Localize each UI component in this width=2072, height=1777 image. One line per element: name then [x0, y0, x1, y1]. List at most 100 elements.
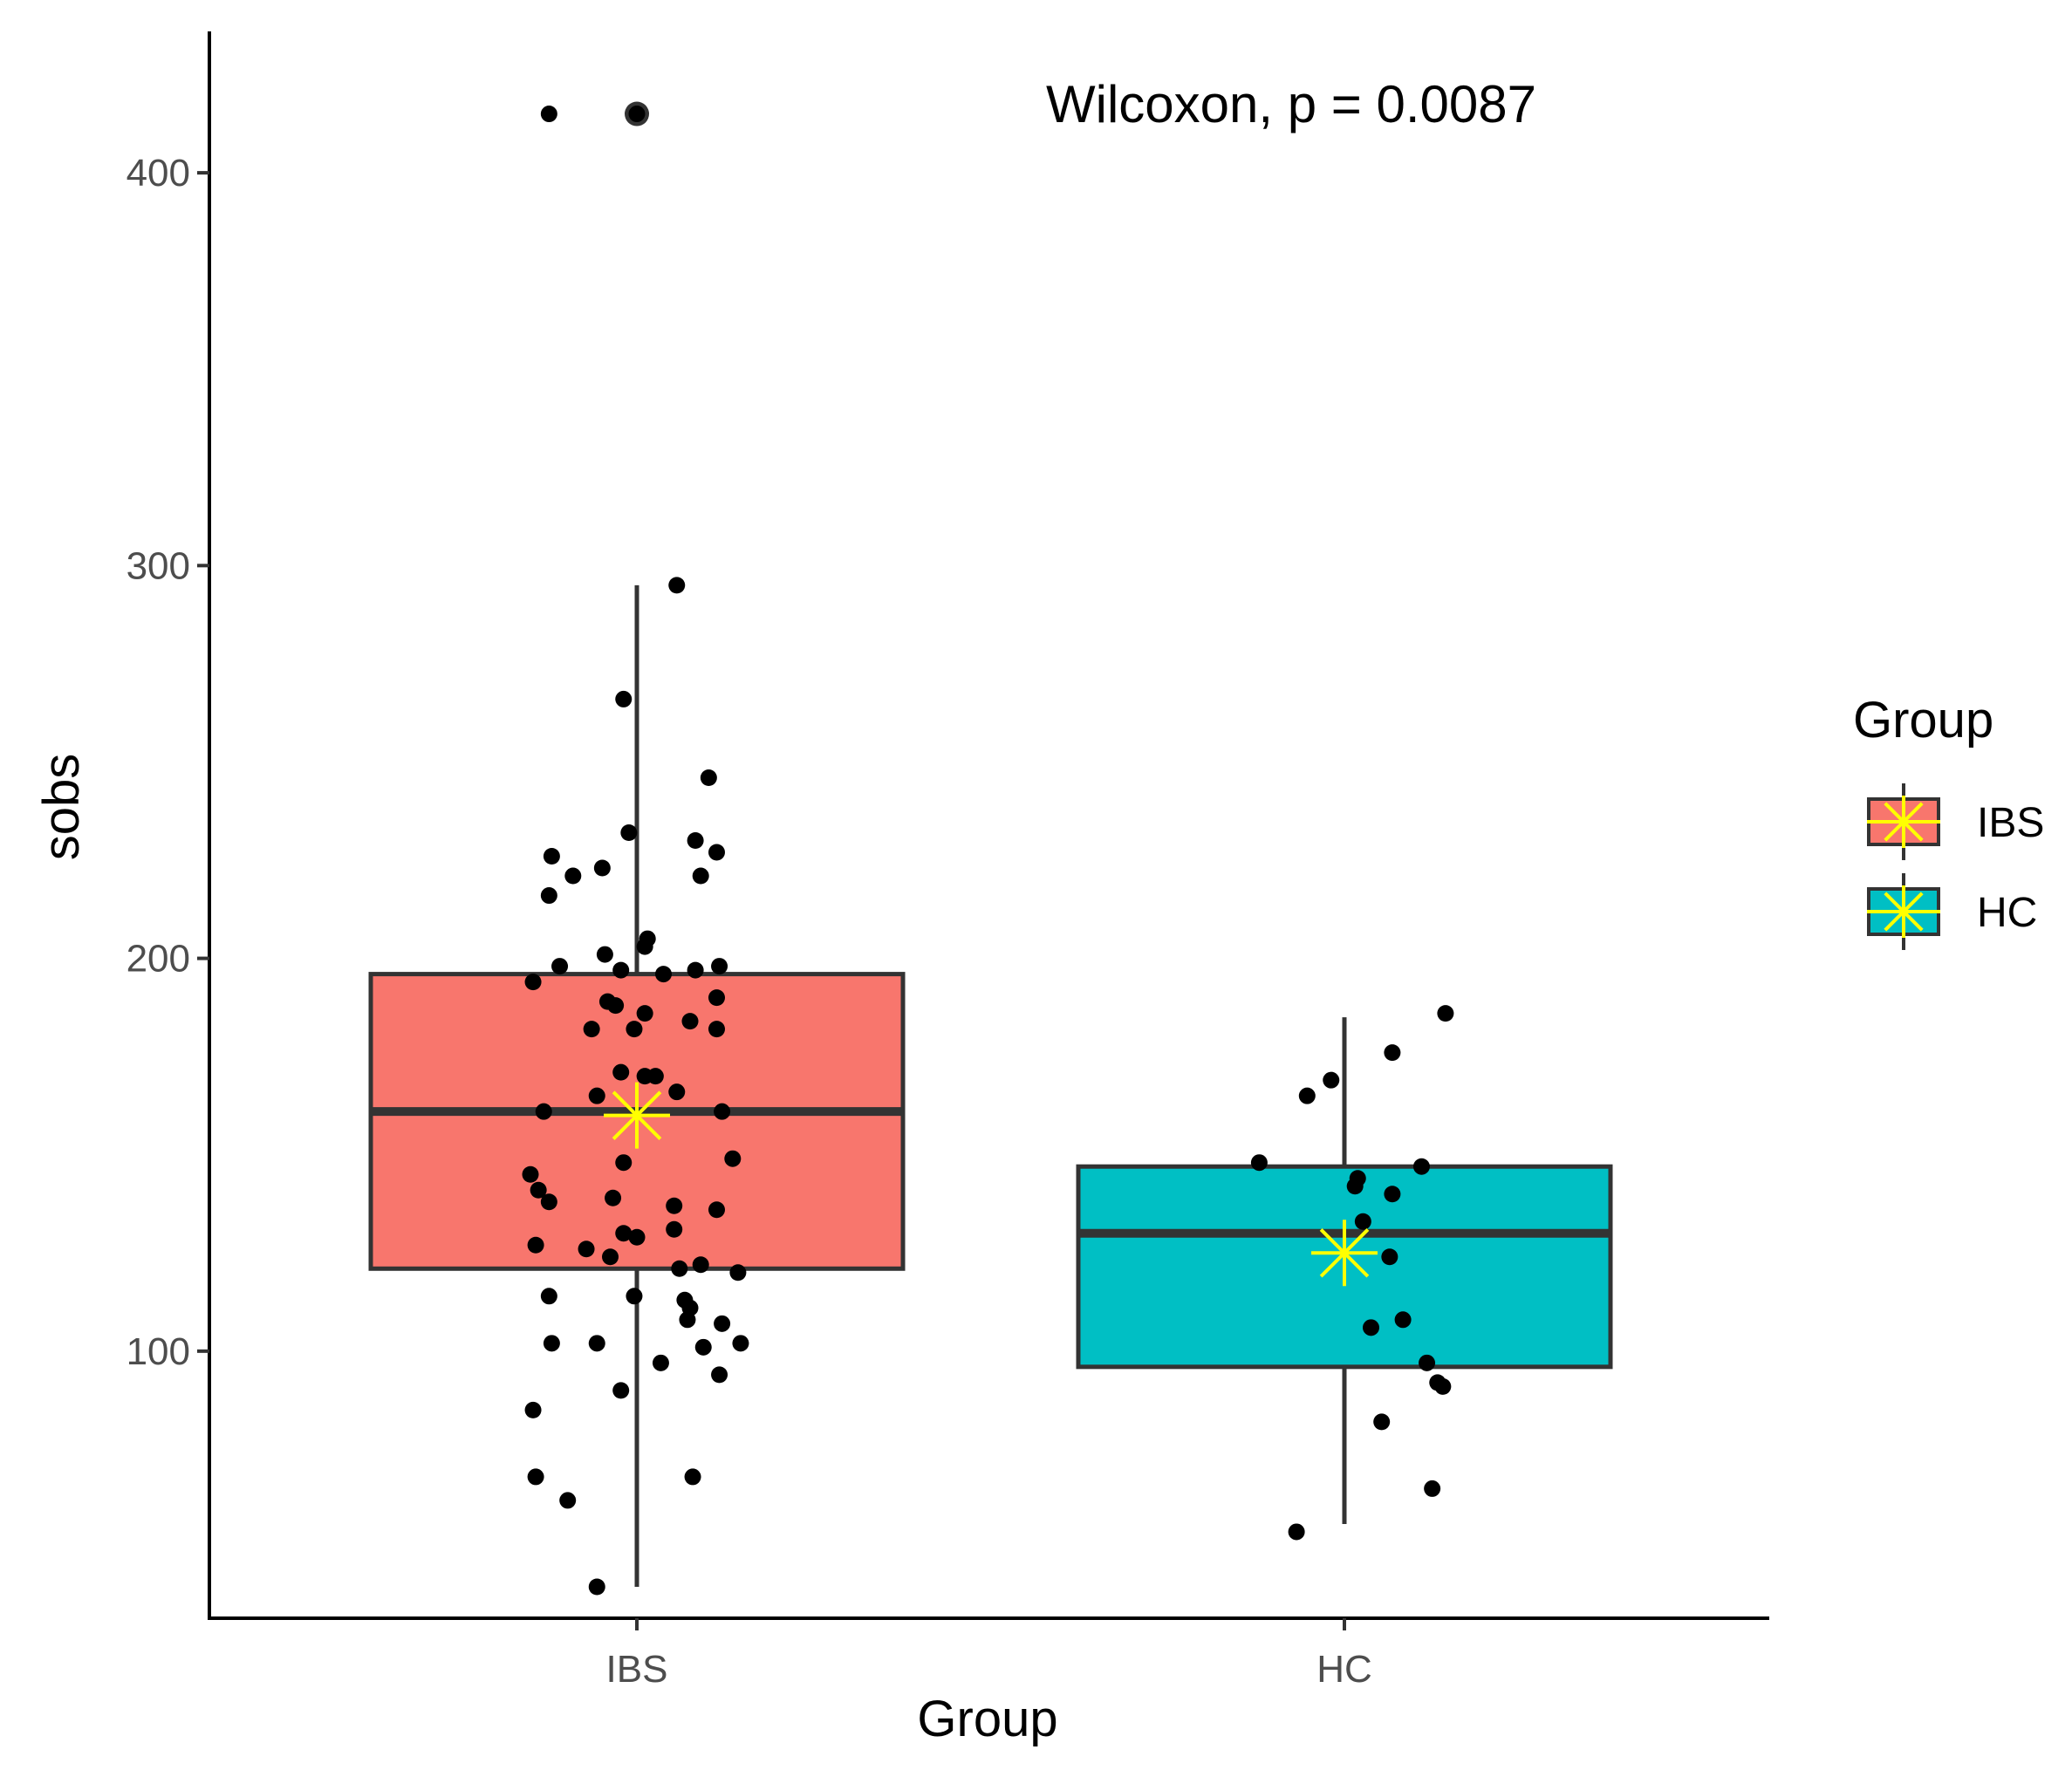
ibs-data-point — [671, 1260, 688, 1277]
ibs-data-point — [626, 1288, 643, 1305]
hc-data-point — [1434, 1377, 1452, 1395]
ibs-data-point — [588, 1087, 605, 1104]
ibs-data-point — [700, 769, 717, 786]
ibs-data-point — [596, 946, 613, 963]
ibs-data-point — [540, 106, 557, 123]
ibs-data-point — [615, 1225, 633, 1242]
y-tick-label: 100 — [127, 1330, 190, 1373]
hc-data-point — [1250, 1154, 1268, 1172]
ibs-data-point — [530, 1181, 547, 1199]
ibs-data-point — [615, 690, 633, 707]
ibs-data-point — [681, 1013, 699, 1030]
ibs-data-point — [655, 966, 672, 983]
legend-key-mean-marker — [1877, 885, 1930, 938]
ibs-data-point — [708, 1201, 725, 1219]
ibs-data-point — [708, 1021, 725, 1038]
ibs-data-point — [564, 867, 582, 885]
hc-data-point — [1323, 1071, 1340, 1089]
y-tick-label: 400 — [127, 152, 190, 195]
hc-data-point — [1424, 1480, 1441, 1497]
ibs-data-point — [714, 1103, 731, 1120]
ibs-data-point — [540, 1193, 557, 1211]
hc-mean-marker — [1311, 1220, 1378, 1287]
hc-data-point — [1384, 1186, 1401, 1203]
ibs-data-point — [636, 938, 653, 955]
legend-label-IBS: IBS — [1977, 800, 2044, 846]
ibs-data-point — [540, 887, 557, 905]
ibs-data-point — [692, 867, 709, 885]
ibs-data-point — [543, 1335, 560, 1352]
plot-area: 100 200 300 400 IBS HC — [127, 31, 1769, 1691]
ibs-data-point — [652, 1354, 669, 1371]
ibs-data-point — [711, 958, 728, 975]
hc-data-point — [1298, 1087, 1316, 1104]
ibs-data-point — [583, 1021, 600, 1038]
ibs-data-point — [602, 1248, 619, 1266]
y-tick-label: 200 — [127, 938, 190, 981]
ibs-data-point — [646, 1068, 664, 1085]
legend-key-mean-marker-stroke — [1884, 802, 1924, 842]
ibs-data-point — [732, 1335, 749, 1352]
legend-label-HC: HC — [1977, 890, 2037, 936]
hc-data-point — [1381, 1248, 1398, 1266]
ibs-data-point — [666, 1197, 683, 1214]
ibs-data-point — [694, 1338, 712, 1356]
ibs-data-point — [593, 859, 611, 877]
ibs-mean-marker — [604, 1082, 670, 1149]
ibs-data-point — [578, 1240, 595, 1258]
legend-key-mean-marker-stroke — [1884, 892, 1924, 932]
ibs-data-point — [666, 1220, 683, 1238]
ibs-mean-marker-stroke — [612, 1090, 662, 1140]
ibs-data-point — [687, 961, 704, 979]
ibs-data-point — [724, 1150, 742, 1167]
ibs-data-point — [535, 1103, 552, 1120]
ibs-data-point — [684, 1468, 701, 1486]
ibs-data-point — [605, 1189, 622, 1206]
hc-data-point — [1394, 1311, 1412, 1329]
ibs-data-point — [714, 1315, 731, 1332]
ibs-data-point — [612, 1063, 630, 1081]
ibs-data-point — [626, 1021, 643, 1038]
x-tick-label: HC — [1316, 1648, 1372, 1691]
legend-key-mean-marker — [1877, 796, 1930, 848]
hc-data-point — [1363, 1319, 1379, 1336]
ibs-data-point — [588, 1578, 605, 1596]
ibs-data-point — [711, 1366, 728, 1384]
ibs-data-point — [543, 848, 560, 865]
ibs-data-point — [708, 844, 725, 861]
ibs-data-point — [636, 1005, 653, 1022]
hc-data-point — [1419, 1354, 1436, 1371]
legend: Group IBS HC — [1853, 692, 2044, 950]
ibs-data-point — [607, 997, 625, 1015]
ibs-data-point — [628, 106, 646, 123]
hc-data-point — [1373, 1413, 1391, 1431]
hc-data-point — [1412, 1158, 1430, 1175]
ibs-data-point — [527, 1468, 544, 1486]
legend-title: Group — [1853, 692, 1993, 748]
ibs-data-point — [612, 961, 630, 979]
hc-data-point — [1354, 1213, 1371, 1230]
ibs-data-point — [628, 1228, 646, 1246]
ibs-data-point — [668, 1083, 686, 1101]
ibs-data-point — [612, 1382, 630, 1399]
hc-data-point — [1288, 1523, 1305, 1541]
hc-data-point — [1437, 1005, 1454, 1022]
ibs-data-point — [668, 577, 686, 594]
ibs-data-point — [708, 989, 725, 1007]
ibs-data-point — [687, 832, 704, 850]
x-tick-label: IBS — [606, 1648, 668, 1691]
ibs-data-point — [551, 958, 569, 975]
ibs-data-point — [527, 1236, 544, 1254]
hc-data-point — [1346, 1178, 1364, 1195]
y-axis-title: sobs — [33, 754, 90, 861]
ibs-data-point — [524, 974, 542, 991]
ibs-data-point — [559, 1492, 577, 1509]
ibs-data-point — [692, 1256, 709, 1274]
wilcoxon-annotation: Wilcoxon, p = 0.0087 — [1046, 75, 1536, 133]
y-tick-label: 300 — [127, 544, 190, 587]
ibs-data-point — [620, 824, 638, 842]
ibs-data-point — [522, 1165, 539, 1183]
ibs-data-point — [615, 1154, 633, 1172]
ibs-data-point — [679, 1311, 696, 1329]
